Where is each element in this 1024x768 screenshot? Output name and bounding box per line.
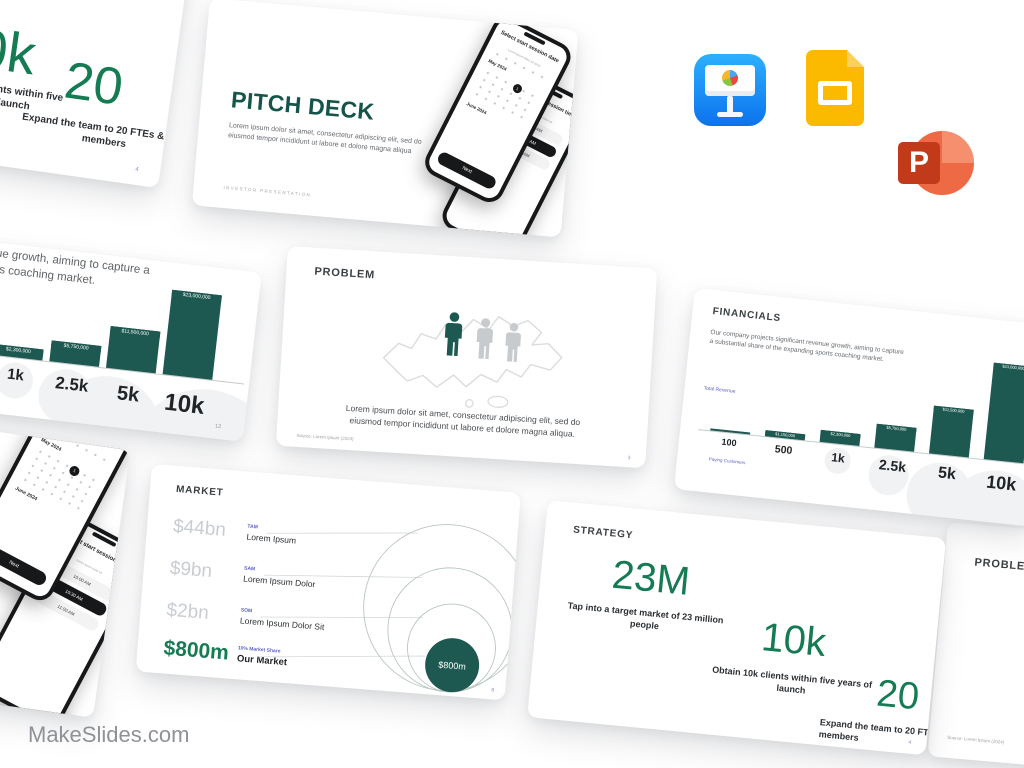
page-number: 4	[134, 166, 139, 174]
chart-bar: $5,750,000	[874, 423, 917, 452]
keynote-board	[705, 65, 755, 96]
strategy-title: STRATEGY	[572, 524, 634, 542]
pitch-deck-footer: INVESTOR PRESENTATION	[223, 184, 312, 198]
powerpoint-pie-segment	[942, 131, 974, 163]
bar-value-label: $23,000,000	[993, 362, 1024, 374]
next-button: Next	[435, 150, 498, 191]
pitch-deck-body: Lorem ipsum dolor sit amet, consectetur …	[227, 122, 422, 156]
market-row-tag: SOM	[240, 607, 253, 615]
bar-value-label: $11,500,000	[933, 405, 974, 417]
category-label: 1k	[6, 365, 25, 385]
bar-value-label: $5,750,000	[50, 340, 102, 355]
slide-phones-partial: Select start session time Lorem ipsum do…	[0, 385, 131, 718]
category-label: 500	[774, 443, 793, 458]
bar-value-label: $2,300,000	[820, 429, 861, 441]
slide-frame	[818, 81, 852, 105]
market-row-value: $44bn	[172, 515, 227, 541]
chart-bar: $11,500,000	[928, 405, 974, 458]
slide-market: MARKET $44bn TAM Lorem Ipsum $9bn SAM Lo…	[135, 464, 521, 701]
source-note: Source: Lorem Ipsum (2024)	[296, 432, 354, 442]
powerpoint-letter: P	[898, 142, 940, 184]
phone-notch	[91, 531, 117, 548]
chart-bar: $23,000,000	[162, 289, 222, 380]
market-row-value: $800m	[162, 636, 230, 665]
map-outline	[382, 315, 563, 408]
person-icon	[505, 322, 521, 362]
category-label: 1k	[830, 450, 846, 466]
chart-bar: $11,500,000	[105, 325, 161, 374]
stat-number: 10k	[759, 615, 828, 666]
stat-caption: Expand the team to 20 FTEs & Staff membe…	[21, 111, 190, 151]
problem-title: PROBLEM	[974, 556, 1024, 574]
y-axis-label: Total Revenue	[703, 385, 736, 395]
financials-body: Our company projects significant revenue…	[709, 328, 905, 364]
keynote-base	[717, 112, 743, 117]
market-title: MARKET	[175, 483, 224, 499]
financials-body: Our company projects significant revenue…	[0, 225, 151, 287]
bar-value-label: $5,750,000	[876, 423, 917, 435]
slide-pitch-deck: PITCH DECK Lorem ipsum dolor sit amet, c…	[191, 0, 579, 238]
slide-problem: PROBLEM Lorem ipsum dolor sit amet, cons…	[275, 246, 658, 469]
chart-bar: $23,000,000	[983, 362, 1024, 464]
google-slides-icon[interactable]	[806, 50, 864, 126]
slide-financials-partial: Our company projects significant revenue…	[0, 215, 262, 442]
category-label: 10k	[985, 471, 1018, 495]
slide-financials: FINANCIALS Our company projects signific…	[673, 288, 1024, 527]
stat-number: 23M	[610, 552, 692, 604]
page-number: 8	[491, 687, 495, 694]
keynote-icon[interactable]	[694, 54, 766, 126]
category-label: 100	[721, 436, 738, 449]
bar-value-label: $11,500,000	[109, 325, 161, 340]
problem-title: PROBLEM	[314, 265, 376, 282]
market-row-value: $2bn	[165, 599, 210, 624]
chart-bar: $2,300,000	[819, 429, 861, 447]
market-row-value: $9bn	[169, 557, 213, 583]
market-bubble-chart: $800m	[257, 524, 520, 693]
market-row-tag: TAM	[247, 523, 259, 531]
financials-title: FINANCIALS	[712, 306, 782, 325]
site-watermark[interactable]: MakeSlides.com	[28, 722, 190, 747]
market-row-tag: SAM	[243, 565, 256, 573]
stat-caption: Expand the team to 20 FTEs & Staff membe…	[818, 717, 946, 743]
next-button: Next	[0, 541, 49, 588]
bar-value-label: $23,000,000	[171, 289, 222, 304]
x-axis-label: Paying Customers	[708, 456, 746, 466]
stat-caption: Tap into a target market of 23 million p…	[567, 600, 724, 631]
keynote-leg	[727, 96, 733, 114]
chart-bar: $2,300,000	[0, 343, 44, 361]
powerpoint-icon[interactable]: P	[898, 126, 974, 200]
category-label: 10k	[162, 388, 206, 420]
slide-strategy-partial: 10k Obtain 10k clients within five years…	[0, 0, 196, 189]
person-icon	[444, 312, 463, 357]
person-icon	[476, 318, 493, 360]
bar-value-label: $2,300,000	[0, 343, 44, 358]
page-number: 12	[214, 423, 222, 431]
market-bubble-label: $800m	[438, 660, 466, 672]
pie-chart-icon	[722, 70, 738, 86]
slide-strategy: STRATEGY 23M Tap into a target market of…	[527, 500, 947, 756]
source-note: Source: Lorem Ipsum (2024)	[947, 734, 1005, 745]
page-number: 3	[627, 455, 631, 462]
page-number: 4	[908, 739, 912, 746]
pitch-deck-title: PITCH DECK	[230, 86, 376, 125]
